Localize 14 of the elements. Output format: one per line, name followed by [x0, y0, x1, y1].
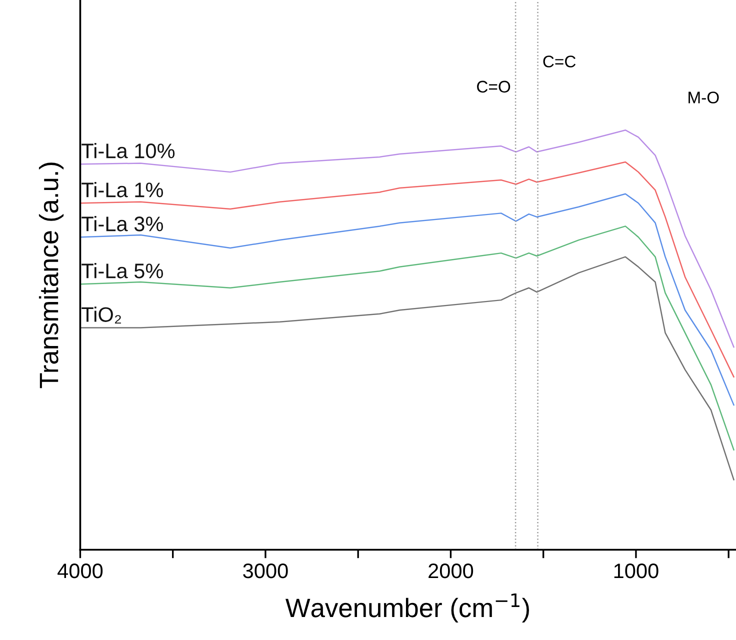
series-label: Ti-La 5% [82, 263, 163, 278]
series-label: Ti-La 10% [82, 142, 175, 158]
y-axis-title: Transmitance (a.u.) [38, 162, 64, 388]
x-tick-label: 2000 [428, 564, 474, 578]
text: M-O [688, 92, 719, 104]
ref-line-label: C=C [543, 56, 576, 68]
series-label: Ti-La 1% [82, 182, 163, 198]
series-label: TiO₂ [82, 306, 121, 324]
series-label: Ti-La 3% [82, 216, 163, 232]
x-tick-label: 3000 [243, 564, 288, 578]
x-tick-label: 1000 [614, 564, 658, 578]
x-axis-title: Wavenumber (cm$^{−1}$) [286, 593, 529, 623]
ref-line-label: C=O [477, 80, 510, 93]
x-tick-label: 4000 [58, 564, 103, 578]
